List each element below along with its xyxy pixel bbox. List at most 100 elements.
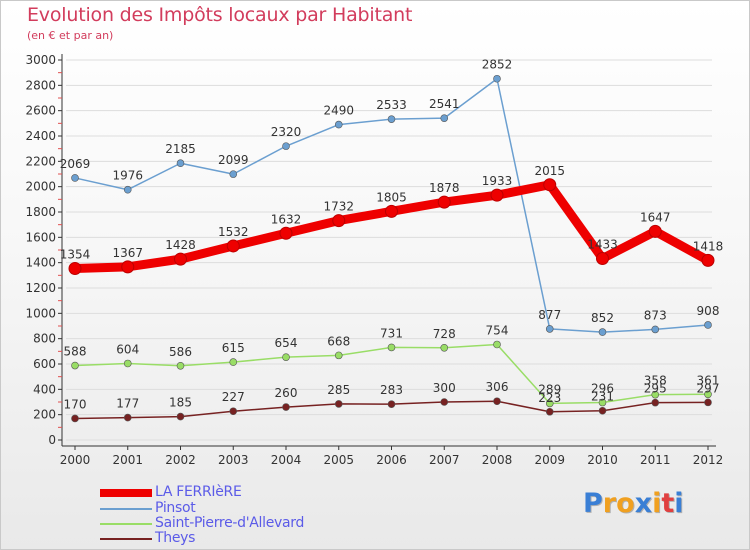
data-label: 297 — [697, 381, 720, 395]
data-label: 1976 — [112, 169, 143, 183]
data-point — [648, 224, 662, 238]
data-point — [598, 406, 607, 415]
data-point — [493, 340, 501, 349]
data-point — [596, 251, 609, 265]
data-point — [282, 142, 290, 150]
data-label: 2015 — [534, 164, 565, 178]
data-point — [651, 398, 660, 407]
data-label: 1632 — [271, 212, 302, 226]
legend-swatch — [100, 538, 152, 540]
data-label: 285 — [327, 383, 350, 397]
data-label: 283 — [380, 383, 403, 397]
data-label: 908 — [697, 304, 720, 318]
data-label: 654 — [275, 336, 298, 350]
legend-label: Theys — [155, 530, 196, 546]
data-point — [229, 358, 238, 366]
data-label: 754 — [486, 323, 509, 337]
data-point — [176, 361, 185, 370]
y-tick-label: 1400 — [25, 256, 56, 270]
legend-label: LA FERRIèRE — [155, 484, 242, 500]
data-label: 289 — [538, 382, 561, 396]
data-point — [704, 398, 712, 407]
chart-subtitle: (en € et par an) — [27, 29, 114, 42]
data-point — [543, 178, 557, 192]
data-label: 1933 — [482, 174, 513, 188]
data-label: 2320 — [271, 125, 302, 139]
data-label: 604 — [116, 342, 139, 356]
data-point — [282, 403, 290, 411]
data-label: 588 — [64, 345, 87, 359]
data-label: 2069 — [60, 157, 91, 171]
x-tick-label: 2003 — [218, 453, 249, 467]
data-label: 296 — [591, 382, 614, 396]
data-point — [334, 351, 343, 360]
chart-title: Evolution des Impôts locaux par Habitant — [27, 4, 413, 26]
data-point — [279, 226, 293, 240]
data-label: 358 — [644, 374, 667, 388]
data-point — [651, 390, 660, 399]
data-point — [440, 114, 449, 122]
data-label: 2533 — [376, 98, 407, 112]
data-point — [704, 390, 712, 399]
y-tick-label: 2000 — [25, 180, 56, 194]
data-point — [490, 188, 504, 202]
data-label: 306 — [486, 380, 509, 394]
data-point — [385, 204, 398, 218]
y-tick-label: 2200 — [25, 154, 56, 168]
data-point — [598, 328, 607, 336]
data-point — [121, 260, 135, 274]
x-tick-label: 2001 — [112, 453, 143, 467]
data-point — [71, 414, 79, 423]
data-label: 2185 — [165, 142, 196, 156]
data-label: 260 — [275, 386, 298, 400]
x-tick-label: 2009 — [534, 453, 565, 467]
x-tick-label: 2010 — [587, 453, 618, 467]
data-label: 728 — [433, 327, 456, 341]
data-label: 1367 — [112, 246, 143, 260]
data-point — [387, 400, 396, 408]
logo-letter: i — [652, 488, 662, 519]
data-point — [174, 252, 187, 266]
data-label: 1532 — [218, 225, 249, 239]
logo-letter: r — [602, 488, 617, 519]
y-tick-label: 1000 — [25, 306, 56, 320]
data-point — [437, 195, 451, 209]
data-label: 877 — [538, 308, 561, 322]
data-label: 2852 — [482, 58, 513, 72]
data-label: 1418 — [693, 239, 724, 253]
legend-swatch — [100, 508, 152, 510]
logo-letter: t — [661, 488, 675, 519]
y-tick-label: 400 — [33, 382, 56, 396]
x-tick-label: 2007 — [429, 453, 460, 467]
data-point — [545, 407, 554, 416]
data-point — [651, 325, 660, 334]
data-label: 170 — [64, 397, 87, 411]
data-point — [71, 361, 79, 370]
data-label: 300 — [433, 381, 456, 395]
data-point — [545, 399, 554, 408]
data-point — [68, 261, 82, 275]
data-point — [226, 239, 240, 253]
data-point — [332, 214, 346, 228]
x-tick-label: 2005 — [323, 453, 354, 467]
legend-swatch — [100, 523, 152, 525]
data-label: 731 — [380, 326, 403, 340]
logo-letter: o — [616, 488, 635, 519]
x-tick-label: 2011 — [640, 453, 671, 467]
y-tick-label: 1200 — [25, 281, 56, 295]
logo-letter: P — [583, 488, 603, 519]
data-label: 1433 — [587, 237, 618, 251]
x-tick-label: 2004 — [271, 453, 302, 467]
logo-letter: i — [674, 488, 684, 519]
data-point — [176, 159, 185, 168]
y-tick-label: 2600 — [25, 104, 56, 118]
y-tick-label: 0 — [48, 433, 56, 447]
data-label: 223 — [538, 391, 561, 405]
logo-letter: x — [634, 488, 653, 519]
y-tick-label: 2400 — [25, 129, 56, 143]
x-tick-label: 2008 — [482, 453, 513, 467]
y-tick-label: 600 — [33, 357, 56, 371]
data-point — [701, 253, 715, 267]
